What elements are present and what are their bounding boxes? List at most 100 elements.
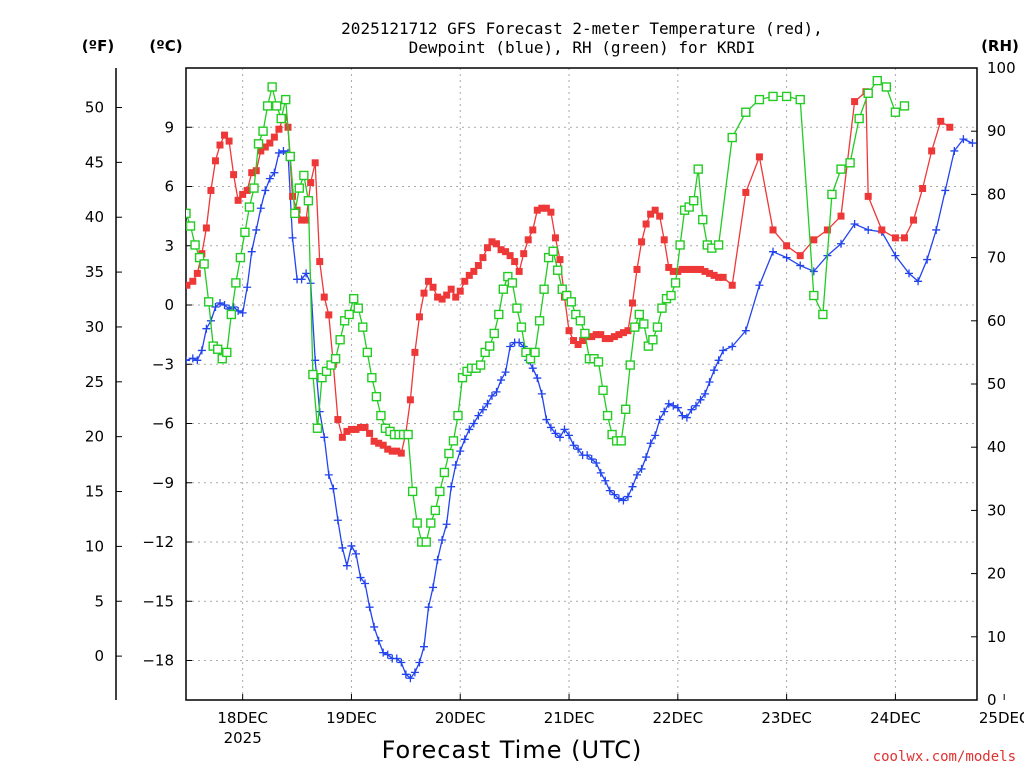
credit-link[interactable]: coolwx.com/models (873, 749, 1016, 765)
dewpoint-point (923, 255, 932, 264)
temperature-point (384, 445, 392, 453)
temperature-point (248, 169, 256, 177)
temperature-point (452, 293, 460, 301)
rh-point (371, 391, 382, 402)
rh-point (203, 297, 214, 307)
rh-point (303, 196, 314, 206)
temperature-point (302, 216, 310, 224)
rh-point (367, 372, 377, 383)
dewpoint-point (497, 376, 506, 385)
rh-point (186, 208, 191, 219)
fahrenheit-tick-label: 10 (85, 537, 104, 555)
rh-point (358, 322, 368, 332)
temperature-point (619, 329, 627, 337)
dewpoint-point (483, 399, 492, 408)
temperature-point (633, 265, 641, 273)
dewpoint-point (587, 455, 596, 464)
temperature-point (230, 171, 238, 179)
dewpoint-point (565, 431, 574, 440)
rh-point (553, 265, 563, 275)
dewpoint-point (415, 658, 424, 667)
rh-point (698, 214, 708, 225)
temperature-point (347, 425, 355, 433)
temperature-point (211, 157, 219, 165)
chart-title-line1: 2025121712 GFS Forecast 2-meter Temperat… (341, 19, 823, 38)
dewpoint-point (583, 451, 592, 460)
temperature-point (511, 258, 519, 266)
dewpoint-point (188, 354, 197, 363)
dewpoint-point (678, 411, 687, 420)
rh-point (267, 82, 277, 92)
rh-unit-label: (RH) (981, 37, 1019, 55)
temperature-point (742, 188, 750, 196)
dewpoint-point (633, 470, 642, 479)
temperature-point (946, 123, 954, 131)
temperature-point (239, 190, 247, 198)
dewpoint-point (487, 391, 496, 400)
fahrenheit-tick-label: 20 (85, 428, 104, 446)
temperature-point (189, 277, 197, 285)
dewpoint-point (478, 405, 487, 414)
rh-point (240, 227, 250, 238)
temperature-point (186, 281, 191, 289)
rh-point (827, 189, 837, 200)
dewpoint-point (456, 447, 465, 456)
rh-point (616, 436, 626, 446)
temperature-point (243, 186, 251, 194)
dewpoint-point (506, 342, 515, 351)
rh-tick-label: 0 (987, 691, 997, 709)
temperature-point (307, 179, 315, 187)
temperature-point (706, 269, 714, 277)
celsius-tick-label: −18 (142, 652, 174, 670)
rh-point (675, 240, 685, 250)
temperature-point (719, 273, 727, 281)
dewpoint-point (950, 146, 959, 155)
series-layer (186, 75, 977, 683)
dewpoint-point (383, 650, 392, 659)
temperature-point (570, 337, 578, 345)
dewpoint-point (465, 425, 474, 434)
dewpoint-point (959, 135, 968, 144)
dewpoint-point (691, 401, 700, 410)
dewpoint-point (333, 516, 342, 525)
temperature-point (289, 192, 297, 200)
dewpoint-point (696, 395, 705, 404)
rh-point (845, 158, 855, 168)
dewpoint-point (546, 423, 555, 432)
dewpoint-point (501, 368, 510, 377)
rh-tick-label: 20 (987, 565, 1006, 583)
dewpoint-point (850, 220, 859, 229)
temperature-point (497, 246, 505, 254)
temperature-series (186, 88, 954, 457)
dewpoint-line (186, 138, 973, 680)
rh-point (727, 132, 737, 143)
fahrenheit-tick-label: 0 (94, 647, 104, 665)
temperature-point (656, 212, 664, 220)
temperature-point (542, 204, 550, 212)
dewpoint-point (429, 583, 438, 592)
dewpoint-point (551, 429, 560, 438)
dewpoint-point (324, 470, 333, 479)
temperature-point (574, 341, 582, 348)
temperature-point (796, 252, 804, 260)
dewpoint-point (619, 496, 628, 505)
rh-point (475, 360, 486, 370)
rh-point (899, 101, 910, 111)
dewpoint-point (664, 399, 673, 408)
x-tick-label: 20DEC (435, 709, 486, 727)
dewpoint-point (610, 490, 619, 499)
temperature-point (415, 313, 423, 321)
rh-point (290, 208, 300, 219)
dewpoint-point (837, 239, 846, 248)
dewpoint-point (809, 267, 818, 276)
rh-point (299, 170, 309, 181)
fahrenheit-tick-label: 35 (85, 263, 104, 281)
rh-point (281, 94, 291, 105)
temperature-point (411, 348, 419, 356)
dewpoint-point (687, 405, 696, 414)
dewpoint-point (528, 364, 537, 373)
rh-point (213, 344, 223, 354)
temperature-point (447, 285, 455, 293)
rh-point (258, 126, 268, 136)
dewpoint-point (592, 459, 601, 467)
